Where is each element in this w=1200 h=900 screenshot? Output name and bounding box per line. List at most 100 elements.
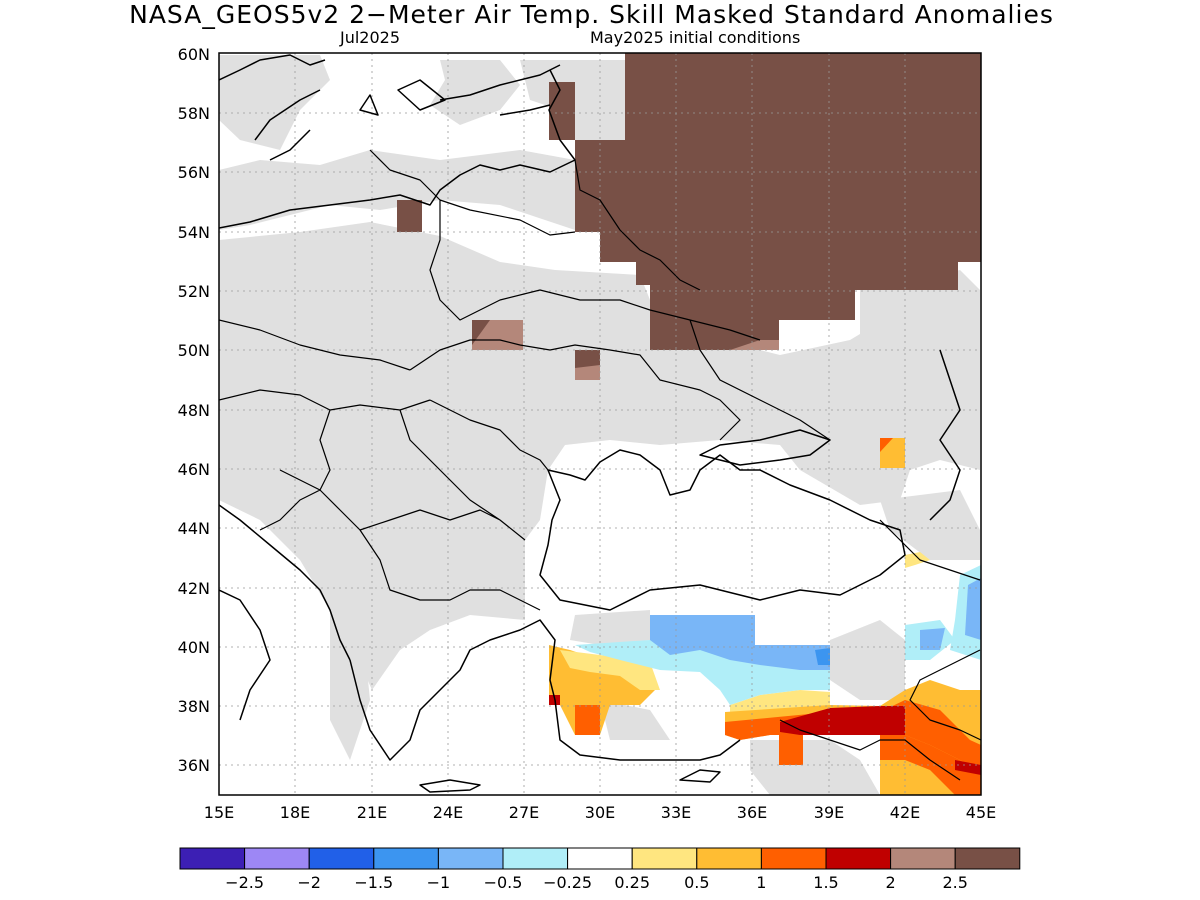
colorbar-label: 1.5: [813, 873, 838, 892]
anomaly-region-caucasus-colder: [965, 578, 981, 640]
mask-region-anatolia-north: [570, 610, 650, 645]
colorbar-swatch: [502, 847, 569, 870]
colorbar-swatch: [437, 847, 504, 870]
lat-tick-label: 36N: [178, 756, 210, 775]
black-sea-coast: [539, 449, 906, 611]
adriatic-coast: [219, 504, 351, 721]
colorbar-label: 2.5: [942, 873, 967, 892]
anomaly-region-caucasus-hot: [880, 438, 893, 452]
baltic-coast: [219, 69, 576, 229]
anomaly-region-ukraine-south-mixed: [575, 365, 600, 380]
lat-tick-label: 56N: [178, 163, 210, 182]
mask-region-baltic-coast: [219, 150, 575, 230]
anomaly-region-central-anatolia-colder: [650, 615, 830, 670]
anomaly-region-anatolia-coldest: [815, 648, 830, 665]
mask-region-aegean: [600, 700, 670, 740]
map-title: NASA_GEOS5v2 2−Meter Air Temp. Skill Mas…: [129, 0, 1054, 29]
crete-island: [419, 779, 481, 793]
colorbar-legend: −2.5 −2 −1.5 −1 −0.5 −0.25 0.25 0.5 1 1.5 2 2.5: [179, 847, 1021, 892]
anomaly-region-baltic-warm: [549, 82, 575, 140]
colorbar-label: −2: [297, 873, 321, 892]
lat-tick-label: 50N: [178, 341, 210, 360]
scandinavia-coast: [219, 54, 326, 161]
lon-tick-label: 18E: [280, 803, 310, 822]
lat-tick-label: 38N: [178, 697, 210, 716]
lon-tick-label: 45E: [966, 803, 996, 822]
lat-tick-label: 46N: [178, 460, 210, 479]
initial-conditions-label: May2025 initial conditions: [590, 28, 801, 47]
colorbar-label: −0.5: [484, 873, 523, 892]
greece-coast: [349, 619, 741, 761]
lon-tick-label: 21E: [357, 803, 387, 822]
anomaly-region-ukraine-hot: [472, 320, 490, 345]
colorbar-swatch: [760, 847, 827, 870]
coastlines-borders: [219, 54, 981, 793]
colorbar-label: 0.5: [684, 873, 709, 892]
colorbar-swatch: [373, 847, 439, 870]
lat-tick-label: 54N: [178, 223, 210, 242]
colorbar-label: −1: [427, 873, 451, 892]
cyprus-island: [679, 769, 721, 783]
lat-tick-label: 44N: [178, 519, 210, 538]
anomaly-region-levant-hot: [779, 735, 803, 765]
mask-region-central-europe: [219, 222, 980, 690]
mask-region-anatolia-east: [830, 620, 905, 700]
gulf-of-finland-coast: [439, 64, 561, 116]
colorbar-swatch: [308, 847, 375, 870]
lon-tick-label: 30E: [585, 803, 615, 822]
mask-region-greece-west: [330, 590, 370, 760]
anomaly-region-southeast-anatolia-mild: [730, 690, 830, 712]
colorbar-label: −1.5: [354, 873, 393, 892]
colorbar-label: −0.25: [543, 873, 592, 892]
mask-region-southern-russia: [860, 270, 980, 460]
lon-tick-label: 36E: [737, 803, 767, 822]
country-borders: [219, 149, 981, 781]
skill-mask-layer: [219, 55, 980, 795]
lat-tick-label: 40N: [178, 638, 210, 657]
colorbar-label: 2: [886, 873, 896, 892]
lon-tick-label: 27E: [509, 803, 539, 822]
colorbar-swatch: [179, 847, 246, 870]
anomaly-region-iraq-very-hot: [955, 760, 981, 775]
lat-tick-label: 58N: [178, 104, 210, 123]
lat-axis-labels: 60N 58N 56N 54N 52N 50N 48N 46N 44N 42N …: [178, 45, 210, 775]
gotland-island: [359, 79, 446, 116]
map-frame: [218, 52, 982, 796]
lat-tick-label: 60N: [178, 45, 210, 64]
mask-region-levant-north: [750, 740, 880, 795]
anomaly-region-caucasus-warm: [880, 438, 905, 468]
mask-region-caucasus: [880, 490, 980, 560]
anomaly-region-ukraine-south-warm: [575, 350, 600, 370]
anomaly-region-caucasus-mild: [905, 552, 930, 568]
lon-tick-label: 42E: [890, 803, 920, 822]
colorbar-label: −2.5: [225, 873, 264, 892]
anomaly-region-east-anatolia-colder: [920, 628, 945, 650]
lon-tick-label: 39E: [814, 803, 844, 822]
lon-tick-label: 33E: [661, 803, 691, 822]
colorbar-swatch: [631, 847, 698, 870]
colorbar-swatch: [890, 847, 956, 870]
lat-tick-label: 52N: [178, 282, 210, 301]
colorbar-swatch: [696, 847, 762, 870]
colorbar-label: 0.25: [614, 873, 650, 892]
map-area: [219, 53, 981, 795]
forecast-month-label: Jul2025: [340, 28, 401, 47]
caspian-coast: [929, 349, 961, 521]
lat-tick-label: 42N: [178, 579, 210, 598]
mask-region-baltic-states: [430, 60, 520, 125]
lon-axis-labels: 15E 18E 21E 24E 27E 30E 33E 36E 39E 42E …: [204, 803, 996, 822]
lat-tick-label: 48N: [178, 401, 210, 420]
anomaly-region-southeast-anatolia-very-hot: [780, 706, 905, 735]
mask-region-scandinavia-south: [219, 55, 330, 150]
anomaly-region-russia-south-mixed: [730, 340, 779, 350]
lon-tick-label: 24E: [433, 803, 463, 822]
anomaly-region-west-anatolia-hot: [575, 705, 600, 735]
colorbar-swatch: [567, 847, 633, 870]
colorbar-swatch: [825, 847, 892, 870]
lon-tick-label: 15E: [204, 803, 234, 822]
anomaly-region-belarus-warm: [397, 200, 422, 232]
colorbar-swatch: [244, 847, 310, 870]
colorbar-label: 1: [756, 873, 766, 892]
colorbar-swatch: [954, 847, 1021, 870]
